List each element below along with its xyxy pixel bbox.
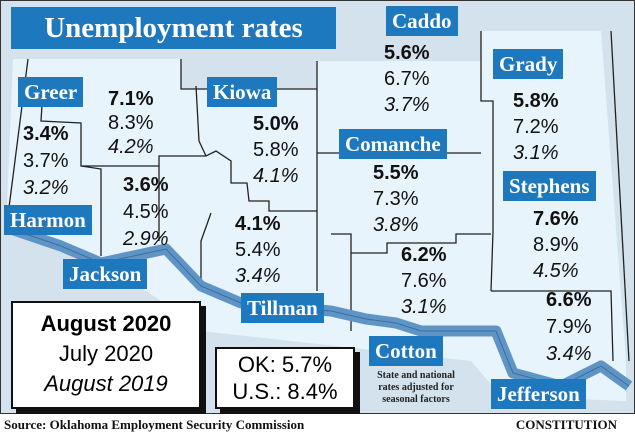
us-rate: U.S.: 8.4% [232,379,338,404]
county-values-tillman: 4.1% 5.4% 3.4% [235,211,281,289]
county-label-cotton: Cotton [369,336,443,366]
rate-jul-2020: 7.3% [373,188,419,210]
county-label-harmon: Harmon [4,205,92,235]
county-label-greer: Greer [18,77,84,107]
county-values-comanche: 5.5% 7.3% 3.8% [373,160,419,238]
county-values-cotton: 6.2% 7.6% 3.1% [401,242,447,320]
seasonal-note: State and national rates adjusted for se… [377,370,455,405]
county-label-grady: Grady [493,49,564,79]
county-values-greer: 7.1% 8.3% 4.2% [108,87,154,159]
rate-jul-2020: 8.3% [108,112,154,134]
rate-jul-2020: 7.6% [401,270,447,292]
rate-aug-2020: 6.6% [546,289,592,311]
county-label-kiowa: Kiowa [207,77,278,107]
rate-aug-2019: 4.2% [108,136,154,158]
credit-text: CONSTITUTION [515,417,617,432]
rate-aug-2020: 5.8% [513,90,559,112]
county-borders [5,30,630,362]
rate-aug-2019: 3.1% [401,296,447,318]
rate-jul-2020: 3.7% [23,150,69,172]
county-label-comanche: Comanche [339,129,447,159]
state-national-rates: OK: 5.7% U.S.: 8.4% [215,347,355,409]
rate-aug-2019: 3.8% [373,214,419,236]
rate-jul-2020: 8.9% [533,234,579,256]
rate-jul-2020: 4.5% [123,201,169,223]
rate-aug-2020: 3.6% [123,174,169,196]
county-label-jackson: Jackson [63,259,148,289]
rate-aug-2019: 4.1% [253,165,299,187]
county-label-stephens: Stephens [503,171,596,201]
rate-aug-2019: 4.5% [533,260,579,282]
source-text: Source: Oklahoma Employment Security Com… [4,417,305,432]
rate-aug-2019: 2.9% [123,228,169,250]
rate-aug-2019: 3.7% [384,94,430,116]
county-label-jefferson: Jefferson [491,379,586,409]
county-values-harmon: 3.4% 3.7% 3.2% [23,121,69,202]
rate-aug-2020: 5.6% [384,42,430,64]
map: Unemployment rates Greer Harmon Jackson … [0,0,635,414]
legend-previous-month: July 2020 [58,341,154,366]
legend-previous-year: August 2019 [44,371,168,396]
page-title: Unemployment rates [11,7,336,49]
region-fill [6,31,626,401]
county-values-grady: 5.8% 7.2% 3.1% [513,88,559,166]
footer: Source: Oklahoma Employment Security Com… [0,414,635,435]
county-values-stephens: 7.6% 8.9% 4.5% [533,206,579,284]
rate-aug-2020: 3.4% [23,123,69,145]
ok-rate: OK: 5.7% [237,352,333,377]
county-label-tillman: Tillman [241,293,324,323]
rate-aug-2019: 3.1% [513,142,559,164]
legend-current: August 2020 [40,311,172,336]
rate-aug-2020: 5.0% [253,113,299,135]
rate-jul-2020: 7.9% [546,316,592,338]
rate-aug-2019: 3.4% [235,265,281,287]
rate-aug-2019: 3.4% [546,343,592,365]
county-values-jackson: 3.6% 4.5% 2.9% [123,172,169,253]
county-values-caddo: 5.6% 6.7% 3.7% [384,40,430,118]
rate-aug-2020: 5.5% [373,162,419,184]
rate-jul-2020: 5.8% [253,139,299,161]
rate-jul-2020: 6.7% [384,68,430,90]
rate-jul-2020: 5.4% [235,239,281,261]
county-values-kiowa: 5.0% 5.8% 4.1% [253,111,299,189]
rate-aug-2020: 7.6% [533,208,579,230]
rate-aug-2020: 6.2% [401,244,447,266]
county-label-caddo: Caddo [386,6,458,36]
rate-jul-2020: 7.2% [513,116,559,138]
rate-aug-2020: 4.1% [235,213,281,235]
rate-aug-2020: 7.1% [108,88,154,110]
legend: August 2020 July 2020 August 2019 [11,301,201,409]
county-values-jefferson: 6.6% 7.9% 3.4% [546,287,592,368]
rate-aug-2019: 3.2% [23,177,69,199]
